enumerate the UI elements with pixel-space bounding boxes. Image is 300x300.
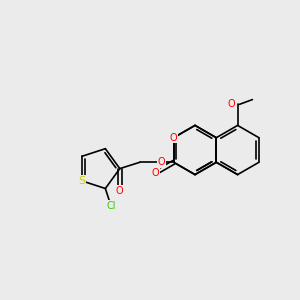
Text: O: O: [116, 186, 124, 196]
Text: S: S: [78, 176, 85, 186]
Text: O: O: [228, 100, 235, 110]
Text: Cl: Cl: [106, 201, 116, 211]
Text: O: O: [170, 133, 178, 143]
Text: O: O: [152, 168, 159, 178]
Text: O: O: [158, 157, 165, 167]
